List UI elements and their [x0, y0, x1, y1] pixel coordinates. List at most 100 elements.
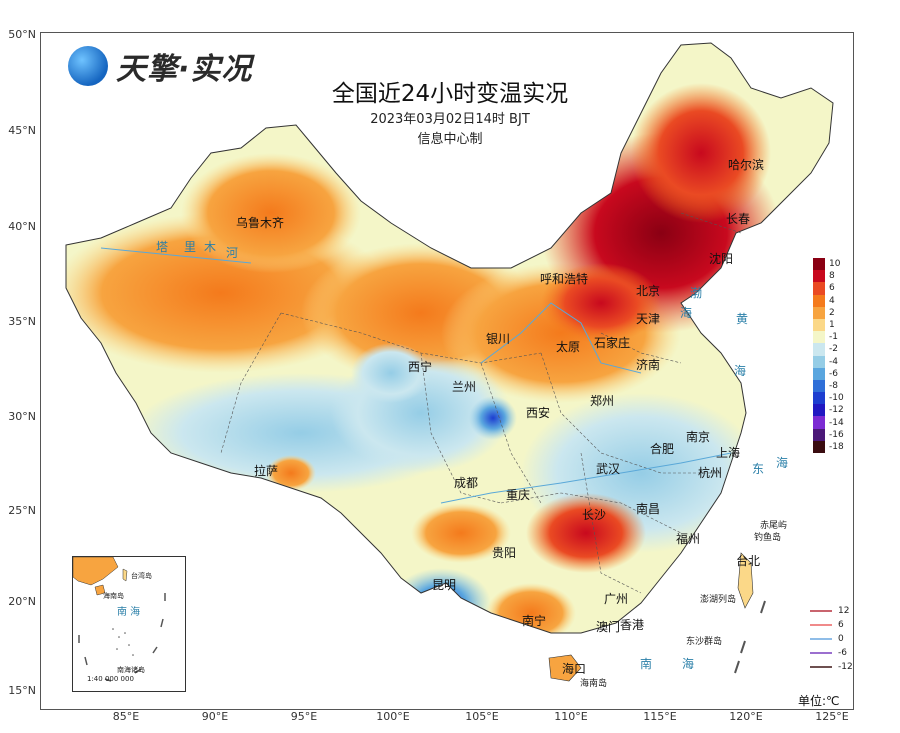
legend-label: -8: [829, 380, 838, 391]
isoline-swatch: [810, 638, 832, 640]
river-label: 塔: [156, 240, 169, 254]
legend-label: -12: [829, 405, 844, 416]
legend-entry: -14: [813, 416, 844, 429]
legend-label: -4: [829, 356, 838, 367]
city-label: 呼和浩特: [540, 272, 589, 286]
isoline-label: 6: [838, 620, 844, 630]
city-label: 西安: [526, 406, 551, 420]
river-label: 木: [204, 240, 217, 254]
hainan-island: [548, 654, 582, 682]
isoline-label: 12: [838, 606, 850, 616]
lon-label: 115°E: [643, 710, 677, 723]
inset-label: 南海诸岛: [117, 666, 145, 674]
legend-swatch: [813, 416, 825, 429]
island-label: 东沙群岛: [686, 637, 723, 647]
city-label: 南宁: [522, 614, 547, 628]
sea-label: 海: [776, 456, 789, 470]
legend-label: -16: [829, 429, 844, 440]
isoline-entry: 6: [810, 618, 853, 632]
river-label: 河: [226, 246, 239, 260]
legend-label: -14: [829, 417, 844, 428]
isoline-label: -6: [838, 648, 847, 658]
lon-label: 100°E: [376, 710, 410, 723]
island-label: 澎湖列岛: [700, 595, 737, 605]
legend-swatch: [813, 379, 825, 393]
city-label: 海口: [562, 662, 587, 676]
satellite-globe-icon: [68, 46, 108, 86]
city-label: 重庆: [506, 488, 531, 502]
city-label: 银川: [486, 332, 511, 346]
lon-label: 90°E: [201, 710, 229, 723]
legend-swatch: [813, 306, 825, 319]
legend-swatch: [813, 343, 825, 356]
city-label: 哈尔滨: [728, 158, 765, 172]
lon-label: 105°E: [465, 710, 499, 723]
lon-label: 110°E: [554, 710, 588, 723]
inset-label: 海南岛: [103, 592, 124, 600]
legend-entry: -1: [813, 331, 844, 344]
city-label: 贵阳: [492, 546, 517, 560]
city-label: 兰州: [452, 380, 477, 394]
city-label: 沈阳: [709, 252, 734, 266]
island-label: 赤尾屿: [760, 521, 788, 531]
logo: 天擎·实况: [68, 44, 252, 88]
sea-label: 海: [680, 306, 693, 320]
city-label: 武汉: [596, 462, 621, 476]
isoline-swatch: [810, 624, 832, 626]
city-label: 香港: [620, 618, 645, 632]
legend-swatch: [813, 404, 825, 417]
legend-entry: 10: [813, 258, 844, 271]
isoline-entry: -6: [810, 646, 853, 660]
legend-label: -6: [829, 368, 838, 379]
legend-entry: 2: [813, 306, 844, 319]
legend-entry: 4: [813, 294, 844, 307]
legend-swatch: [813, 258, 825, 271]
legend-swatch: [813, 331, 825, 344]
river-label: 里: [184, 240, 197, 254]
legend-entry: -2: [813, 343, 844, 356]
city-label: 济南: [636, 358, 661, 372]
city-label: 西宁: [408, 360, 433, 374]
city-label: 石家庄: [594, 336, 631, 350]
legend-entry: -18: [813, 440, 844, 453]
inset-map: [73, 557, 166, 682]
isoline-entry: -12: [810, 660, 853, 674]
map-title: 全国近24小时变温实况: [331, 81, 569, 107]
sea-label: 渤: [690, 286, 703, 300]
legend-label: 2: [829, 307, 835, 318]
city-label: 澳门: [596, 620, 621, 634]
lon-label: 125°E: [815, 710, 849, 723]
city-label: 合肥: [650, 442, 675, 456]
city-label: 天津: [636, 312, 661, 326]
legend-swatch: [813, 355, 825, 368]
isoline-legend: 12 6 0 -6 -12: [810, 604, 853, 674]
lat-label: 35°N: [8, 315, 36, 328]
city-label: 成都: [454, 476, 479, 490]
island-label: 钓鱼岛: [754, 533, 782, 543]
sea-label: 南: [640, 657, 653, 671]
map-maker: 信息中心制: [417, 132, 483, 147]
lat-label: 40°N: [8, 220, 36, 233]
isoline-label: -12: [838, 662, 853, 672]
legend-label: -2: [829, 344, 838, 355]
city-label: 上海: [716, 446, 741, 460]
legend-label: 1: [829, 320, 835, 331]
sea-label: 东: [752, 462, 765, 476]
legend-entry: -16: [813, 428, 844, 441]
isoline-entry: 0: [810, 632, 853, 646]
legend-label: 6: [829, 283, 835, 294]
legend-label: 4: [829, 295, 835, 306]
lat-label: 25°N: [8, 504, 36, 517]
legend-label: -10: [829, 393, 844, 404]
city-label: 杭州: [698, 466, 723, 480]
island-label: 海南岛: [580, 679, 608, 689]
isoline-swatch: [810, 652, 832, 654]
lat-label: 50°N: [8, 28, 36, 41]
city-label: 拉萨: [254, 464, 279, 478]
temperature-change-map: [65, 42, 834, 682]
city-label: 乌鲁木齐: [236, 216, 285, 230]
city-label: 福州: [676, 532, 701, 546]
city-label: 广州: [604, 592, 629, 606]
isoline-entry: 12: [810, 604, 853, 618]
taiwan-island: [737, 552, 754, 609]
